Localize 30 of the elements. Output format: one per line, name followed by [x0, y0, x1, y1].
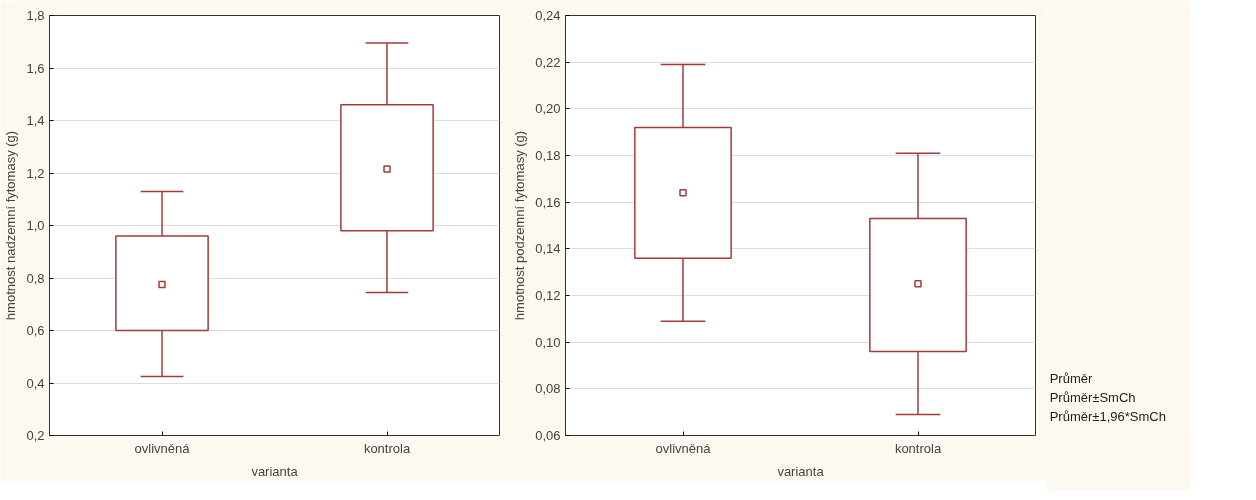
y-tick-label: 1,6: [26, 60, 45, 76]
x-axis-title: varianta: [777, 463, 825, 479]
y-axis-title: hmotnost nadzemní fytomasy (g): [3, 130, 19, 321]
x-axis-title: varianta: [251, 463, 299, 479]
y-tick-label: 0,10: [535, 334, 561, 350]
y-tick-label: 0,6: [26, 323, 45, 338]
y-tick-label: 1,2: [26, 165, 45, 181]
x-tick-label: ovlivněná: [134, 440, 191, 456]
y-tick-label: 0,18: [535, 148, 561, 163]
y-tick-label: 0,2: [26, 428, 45, 443]
x-tick-label: kontrola: [894, 440, 942, 456]
y-tick-label: 0,8: [26, 270, 45, 286]
y-tick-label: 0,08: [535, 381, 561, 397]
y-tick-label: 0,12: [535, 288, 561, 303]
y-tick-label: 1,8: [26, 8, 45, 23]
y-tick-label: 0,24: [535, 8, 561, 23]
y-tick-label: 0,4: [26, 375, 45, 391]
y-tick-label: 1,4: [26, 113, 45, 128]
text: Průměr±1,96*SmCh: [1049, 409, 1166, 425]
y-tick-label: 0,16: [535, 194, 561, 210]
text: Průměr: [1049, 371, 1093, 387]
y-tick-label: 0,06: [535, 428, 561, 443]
y-tick-label: 0,22: [535, 54, 561, 70]
x-tick-label: ovlivněná: [655, 440, 712, 456]
x-tick-label: kontrola: [363, 440, 411, 456]
y-tick-label: 0,14: [535, 241, 561, 257]
y-tick-label: 0,20: [535, 101, 561, 117]
text: Průměr±SmCh: [1049, 390, 1136, 406]
y-axis-title: hmotnost podzemní fytomasy (g): [512, 130, 528, 321]
y-tick-label: 1,0: [26, 218, 45, 233]
